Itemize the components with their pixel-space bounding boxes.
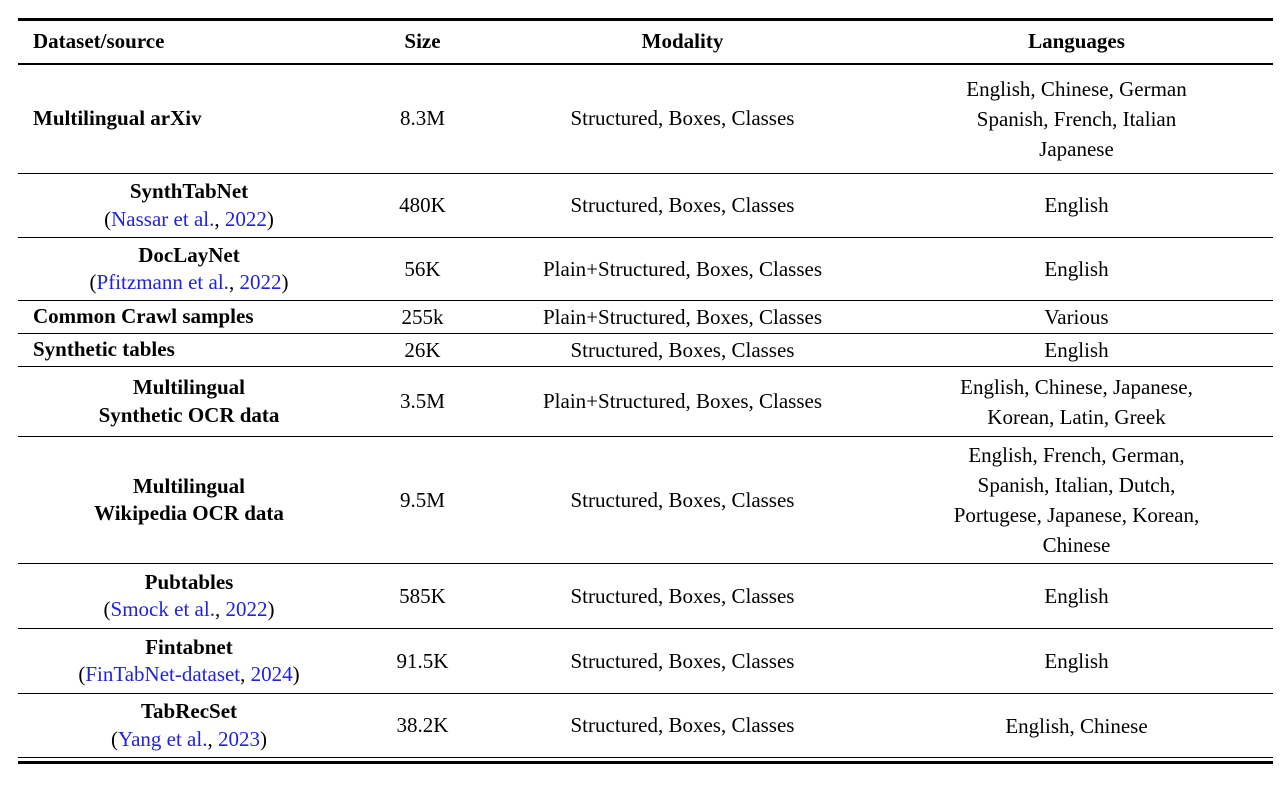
- table-row: Multilingual Wikipedia OCR data 9.5M Str…: [18, 437, 1273, 564]
- dataset-name-cell: Pubtables (Smock et al., 2022): [18, 564, 360, 629]
- dataset-name: Common Crawl samples: [33, 304, 254, 329]
- citation-close-paren: ): [267, 597, 275, 622]
- table-row: Synthetic tables 26K Structured, Boxes, …: [18, 334, 1273, 367]
- size-cell: 3.5M: [400, 389, 445, 414]
- modality-cell: Plain+Structured, Boxes, Classes: [543, 304, 822, 329]
- citation-year-link[interactable]: 2022: [239, 270, 282, 294]
- dataset-name-cell: Multilingual Synthetic OCR data: [18, 367, 360, 437]
- citation-year-link[interactable]: 2022: [224, 206, 267, 231]
- size-cell: 38.2K: [396, 713, 449, 738]
- size-cell: 26K: [404, 337, 441, 362]
- languages-cell: Various: [1044, 305, 1109, 329]
- citation-open-paren: (: [104, 206, 112, 231]
- col-header-modality: Modality: [641, 29, 724, 54]
- citation-author-link[interactable]: Pfitzmann et al.: [96, 270, 229, 294]
- table-row: Pubtables (Smock et al., 2022) 585K Stru…: [18, 564, 1273, 629]
- citation: (FinTabNet-dataset, 2024): [20, 661, 358, 688]
- citation-close-paren: ): [259, 726, 267, 751]
- dataset-name: Fintabnet: [145, 634, 233, 659]
- dataset-name: DocLayNet: [138, 242, 240, 267]
- dataset-name-cell: SynthTabNet (Nassar et al., 2022): [18, 174, 360, 238]
- size-cell: 585K: [399, 583, 446, 608]
- col-header-dataset-source: Dataset/source: [33, 29, 165, 54]
- modality-cell: Structured, Boxes, Classes: [570, 487, 795, 512]
- citation-close-paren: ): [281, 270, 289, 294]
- dataset-name-cell: Fintabnet (FinTabNet-dataset, 2024): [18, 629, 360, 694]
- size-cell: 480K: [399, 193, 446, 217]
- dataset-name-cell: DocLayNet (Pfitzmann et al., 2022): [18, 238, 360, 301]
- citation: (Smock et al., 2022): [20, 596, 358, 623]
- dataset-name: Synthetic tables: [33, 337, 175, 362]
- dataset-name: Multilingual Wikipedia OCR data: [94, 473, 284, 526]
- table-row: Multilingual Synthetic OCR data 3.5M Pla…: [18, 367, 1273, 437]
- languages-cell: English, Chinese, German Spanish, French…: [966, 76, 1187, 161]
- bottom-double-rule: [18, 761, 1273, 765]
- citation-year-link[interactable]: 2024: [250, 662, 293, 687]
- dataset-name: Multilingual Synthetic OCR data: [98, 375, 280, 427]
- citation-open-paren: (: [103, 597, 111, 622]
- modality-cell: Plain+Structured, Boxes, Classes: [543, 256, 822, 281]
- modality-cell: Structured, Boxes, Classes: [570, 583, 795, 608]
- dataset-name-cell: Common Crawl samples: [18, 301, 360, 334]
- size-cell: 255k: [401, 304, 444, 329]
- modality-cell: Structured, Boxes, Classes: [570, 106, 795, 131]
- modality-cell: Structured, Boxes, Classes: [570, 193, 795, 217]
- citation-open-paren: (: [111, 726, 119, 751]
- citation-year-link[interactable]: 2023: [217, 726, 260, 751]
- citation-author-link[interactable]: FinTabNet-dataset: [85, 662, 241, 687]
- size-cell: 9.5M: [400, 487, 445, 512]
- table-row: TabRecSet (Yang et al., 2023) 38.2K Stru…: [18, 694, 1273, 758]
- modality-cell: Structured, Boxes, Classes: [570, 713, 795, 738]
- citation: (Yang et al., 2023): [20, 726, 358, 753]
- citation-close-paren: ): [292, 662, 300, 687]
- languages-cell: English: [1044, 193, 1109, 218]
- dataset-name-cell: Synthetic tables: [18, 334, 360, 367]
- dataset-name-cell: TabRecSet (Yang et al., 2023): [18, 694, 360, 758]
- citation-close-paren: ): [266, 206, 274, 231]
- datasets-table: Dataset/source Size Modality Languages M…: [18, 18, 1273, 758]
- languages-cell: English: [1044, 338, 1109, 363]
- dataset-name-cell: Multilingual arXiv: [18, 64, 360, 174]
- languages-cell: English: [1044, 584, 1109, 609]
- citation-comma: ,: [240, 662, 251, 687]
- size-cell: 91.5K: [396, 648, 449, 673]
- datasets-table-container: Dataset/source Size Modality Languages M…: [18, 18, 1273, 765]
- table-row: SynthTabNet (Nassar et al., 2022) 480K S…: [18, 174, 1273, 238]
- languages-cell: English, French, German, Spanish, Italia…: [953, 443, 1200, 558]
- table-row: Multilingual arXiv 8.3M Structured, Boxe…: [18, 64, 1273, 174]
- dataset-name-cell: Multilingual Wikipedia OCR data: [18, 437, 360, 564]
- citation-author-link[interactable]: Nassar et al.: [111, 206, 215, 231]
- table-row: DocLayNet (Pfitzmann et al., 2022) 56K P…: [18, 238, 1273, 301]
- modality-cell: Structured, Boxes, Classes: [570, 648, 795, 673]
- citation-comma: ,: [207, 726, 218, 751]
- dataset-name: SynthTabNet: [129, 179, 249, 204]
- languages-cell: English: [1044, 256, 1109, 281]
- citation-open-paren: (: [89, 270, 97, 294]
- languages-cell: English, Chinese, Japanese, Korean, Lati…: [960, 374, 1193, 429]
- table-row: Fintabnet (FinTabNet-dataset, 2024) 91.5…: [18, 629, 1273, 694]
- citation-comma: ,: [214, 597, 226, 622]
- size-cell: 8.3M: [400, 106, 445, 131]
- citation-open-paren: (: [78, 662, 86, 687]
- dataset-name: TabRecSet: [140, 699, 238, 724]
- citation-year-link[interactable]: 2022: [225, 597, 268, 622]
- citation-author-link[interactable]: Smock et al.: [110, 597, 215, 622]
- citation-comma: ,: [214, 206, 225, 231]
- modality-cell: Plain+Structured, Boxes, Classes: [543, 389, 822, 414]
- col-header-languages: Languages: [1028, 29, 1125, 54]
- col-header-size: Size: [404, 29, 441, 54]
- dataset-name: Multilingual arXiv: [33, 106, 202, 131]
- citation-comma: ,: [228, 270, 240, 294]
- dataset-name: Pubtables: [144, 569, 234, 594]
- citation: (Nassar et al., 2022): [20, 206, 358, 233]
- modality-cell: Structured, Boxes, Classes: [570, 337, 795, 362]
- header-row: Dataset/source Size Modality Languages: [18, 20, 1273, 64]
- languages-cell: English: [1044, 649, 1109, 674]
- table-row: Common Crawl samples 255k Plain+Structur…: [18, 301, 1273, 334]
- languages-cell: English, Chinese: [1005, 713, 1148, 738]
- citation: (Pfitzmann et al., 2022): [20, 269, 358, 296]
- citation-author-link[interactable]: Yang et al.: [118, 726, 208, 751]
- size-cell: 56K: [404, 256, 441, 281]
